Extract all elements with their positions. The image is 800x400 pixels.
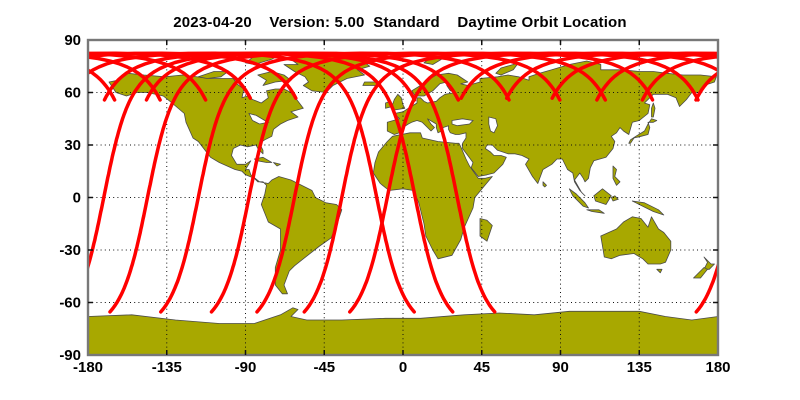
orbit-track-descending [0,53,23,312]
plot-title: 2023-04-20 Version: 5.00 Standard Daytim… [173,14,627,31]
y-tick-label: -60 [59,295,81,312]
y-tick-label: -30 [59,242,81,259]
land-australia [600,216,672,265]
land-borneo [593,188,612,205]
land-baffin-island [257,71,292,86]
land-sumatra [568,188,589,209]
orbit-track-ascending [640,54,718,102]
land-tasmania [656,268,663,274]
land-americas [108,72,343,295]
x-tick-label: 45 [473,359,490,376]
orbit-track-descending [88,68,117,102]
x-tick-label: 180 [705,359,730,376]
axis-labels: -180 -135 -90 -45 0 45 90 135 180 90 60 30 0 -30 -60 -9… [59,32,730,376]
x-tick-label: -90 [235,359,257,376]
x-tick-label: 0 [399,359,407,376]
y-tick-label: 30 [64,137,81,154]
x-tick-label: 90 [552,359,569,376]
land-madagascar [479,218,493,242]
y-tick-label: 0 [73,190,81,207]
land-sri-lanka [542,181,547,188]
orbit-track-ascending [595,51,718,102]
orbit-track-descending [0,53,68,312]
land-new-zealand-north [703,256,715,270]
grid-group [88,40,718,355]
lake-caspian-sea [488,116,498,134]
land-java [586,209,605,214]
orbit-track-ascending [777,53,800,312]
land-victoria-island [197,71,229,79]
orbit-track-ascending [735,53,800,312]
orbit-track-ascending [102,51,455,314]
land-new-zealand-south [693,267,708,279]
y-tick-label: 90 [64,32,81,49]
land-philippines [612,165,621,186]
lake-black-sea [451,118,474,127]
orbit-track-ascending [88,51,253,100]
orbit-track-descending [791,53,800,312]
land-great-britain [392,93,406,111]
orbit-track-descending [88,55,162,102]
tracks-group [0,51,800,314]
x-tick-label: -135 [152,359,182,376]
x-tick-label: 135 [627,359,652,376]
y-tick-label: 60 [64,85,81,102]
land-hispaniola [273,162,281,167]
orbit-track-descending [88,51,208,102]
ticks-group [88,40,718,355]
y-tick-label: -90 [59,347,81,364]
orbit-track-ascending [144,51,497,314]
orbit-track-descending [740,53,800,312]
land-japan [628,118,658,144]
x-tick-label: -180 [73,359,103,376]
land-sakhalin [651,102,656,118]
x-tick-label: -45 [313,359,335,376]
